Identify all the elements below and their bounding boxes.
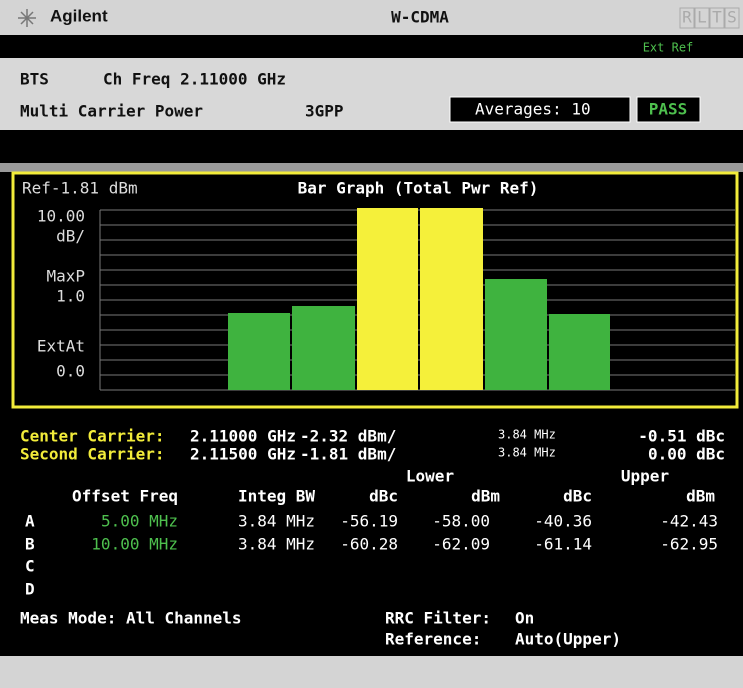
cell: -61.14: [534, 535, 592, 554]
logo: [18, 9, 36, 27]
row-label: C: [25, 557, 35, 576]
status: Ext Ref: [643, 41, 694, 55]
cell: 5.00 MHz: [101, 512, 178, 531]
cell: -62.09: [432, 535, 490, 554]
cell: 3.84 MHz: [238, 535, 315, 554]
carrier-relative: 0.00 dBc: [648, 445, 725, 464]
group-header: Lower: [406, 467, 454, 486]
column-header: Integ BW: [238, 487, 315, 506]
indicator-box: [679, 7, 695, 29]
column-header: Offset Freq: [72, 487, 178, 506]
bottom-bar: [0, 656, 743, 688]
indicator-box: [724, 7, 740, 29]
bar: [292, 306, 355, 390]
scale-label: 1.0: [56, 287, 85, 306]
carrier-bandwidth: 3.84 MHz: [498, 428, 556, 442]
filter-label: RRC Filter:: [385, 609, 491, 628]
verdict-box: [636, 96, 701, 123]
scale-label: 0.0: [56, 362, 85, 381]
cell: -58.00: [432, 512, 490, 531]
indicator-box: [709, 7, 725, 29]
brand: Agilent: [50, 6, 108, 25]
carrier-relative: -0.51 dBc: [638, 427, 725, 446]
separator: [0, 163, 743, 172]
title-bar: [0, 0, 743, 35]
cell: -62.95: [660, 535, 718, 554]
bar: [549, 314, 610, 390]
cell: -42.43: [660, 512, 718, 531]
cell: 10.00 MHz: [91, 535, 178, 554]
filter-value: On: [515, 609, 534, 628]
results: Center Carrier: 2.11000 GHz -2.32 dBm/3.84…: [20, 427, 725, 599]
cell: -60.28: [340, 535, 398, 554]
indicator: R: [682, 8, 692, 27]
scale-label: 10.00: [37, 207, 85, 226]
scale-label: MaxP: [46, 267, 85, 286]
reference-label: Reference:: [385, 630, 481, 649]
bar: [485, 279, 547, 390]
bar: [228, 313, 290, 390]
verdict: PASS: [649, 100, 688, 119]
mode: W-CDMA: [391, 8, 449, 27]
bar: [357, 208, 418, 390]
carrier-label: Center Carrier:: [20, 427, 165, 446]
carrier-power: -2.32 dBm/: [300, 427, 396, 446]
row-label: D: [25, 580, 35, 599]
column-header: dBm: [686, 487, 715, 506]
frequency: Ch Freq 2.11000 GHz: [103, 70, 286, 89]
averages: Averages: 10: [475, 100, 591, 119]
graph-reference: Ref-1.81 dBm: [22, 179, 138, 198]
cell: -40.36: [534, 512, 592, 531]
graph-title: Bar Graph (Total Pwr Ref): [298, 179, 539, 198]
carrier-frequency: 2.11500 GHz: [190, 445, 296, 464]
measurement: Multi Carrier Power: [20, 102, 203, 121]
indicator: S: [727, 8, 737, 27]
standard: 3GPP: [305, 102, 344, 121]
carrier-frequency: 2.11000 GHz: [190, 427, 296, 446]
bars: [228, 208, 610, 390]
station: BTS: [20, 70, 49, 89]
bar: [420, 208, 483, 390]
scale-label: dB/: [56, 227, 85, 246]
cell: 3.84 MHz: [238, 512, 315, 531]
column-header: dBc: [563, 487, 592, 506]
carrier-bandwidth: 3.84 MHz: [498, 446, 556, 460]
row-label: A: [25, 512, 35, 531]
meas-mode: Meas Mode: All Channels: [20, 609, 242, 628]
reference-value: Auto(Upper): [515, 630, 621, 649]
indicator: T: [712, 8, 722, 27]
averages-box: [449, 96, 631, 123]
column-header: dBc: [369, 487, 398, 506]
indicator: L: [697, 8, 707, 27]
row-label: B: [25, 535, 35, 554]
cell: -56.19: [340, 512, 398, 531]
column-header: dBm: [471, 487, 500, 506]
scale-label: ExtAt: [37, 337, 85, 356]
group-header: Upper: [621, 467, 669, 486]
carrier-label: Second Carrier:: [20, 445, 165, 464]
indicator-box: [694, 7, 710, 29]
carrier-power: -1.81 dBm/: [300, 445, 396, 464]
